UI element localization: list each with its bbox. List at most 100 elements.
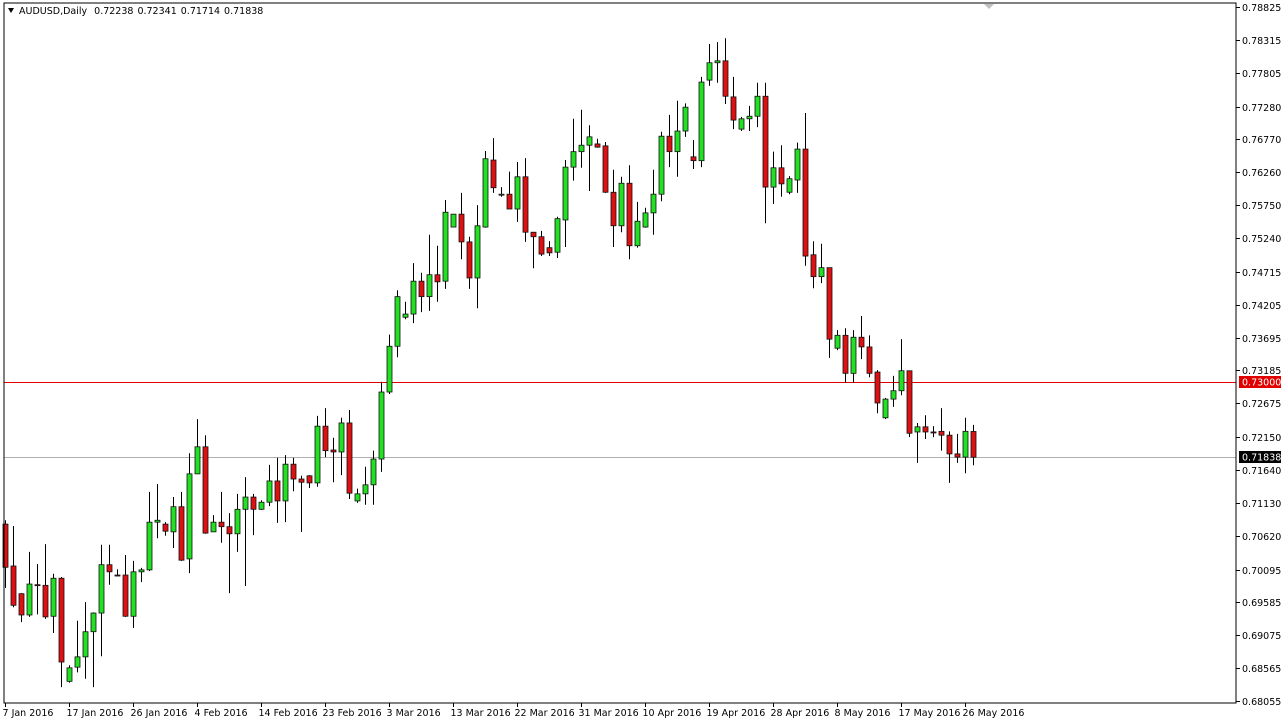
candle [50,573,57,634]
candle-body [554,218,561,253]
candle [738,116,745,132]
x-tick-label: 4 Feb 2016 [195,708,248,719]
x-tick-label: 26 Jan 2016 [131,708,188,719]
candle-body [906,370,913,434]
candle-body [18,593,25,616]
x-tick-label: 22 Mar 2016 [515,708,575,719]
candle-body [370,458,377,486]
candle-body [898,370,905,392]
candle-body [330,449,337,453]
level-price-label-bg [1239,376,1281,388]
candle-body [66,667,73,682]
candle [706,44,713,86]
x-tick-label: 23 Feb 2016 [323,708,382,719]
candle-body [298,478,305,483]
candle [674,100,681,177]
candle-body [402,313,409,318]
candle [418,272,425,313]
x-tick-label: 7 Jan 2016 [3,708,54,719]
candle [122,555,129,617]
candle-body [746,115,753,120]
candle-body [850,336,857,374]
candle [938,408,945,451]
candle-body [962,430,969,458]
candle-body [146,521,153,571]
candle-body [26,583,33,616]
candle [234,493,241,552]
candle [298,475,305,532]
candle-body [634,220,641,247]
candle [538,230,545,257]
candle-body [250,496,257,510]
candle [138,567,145,583]
candle [658,131,665,202]
candle [394,290,401,358]
chart-shift-marker-icon[interactable] [984,4,994,9]
candle-body [458,213,465,243]
ohlc-high: 0.72341 [137,6,177,17]
candle [266,464,273,507]
candle-body [930,431,937,434]
candle-body [698,81,705,162]
candle-body [626,182,633,247]
candle [322,408,329,458]
candle-body [442,211,449,282]
candle-body [218,521,225,528]
candle [954,433,961,463]
y-tick-label: 0.69585 [1242,598,1281,609]
candle [690,140,697,170]
candle [426,234,433,311]
candle [74,620,81,673]
y-tick-label: 0.77280 [1242,103,1281,114]
candle-body [562,166,569,221]
y-tick-label: 0.78315 [1242,36,1281,47]
candle [818,243,825,284]
candle-body [170,506,177,533]
candle-body [314,425,321,484]
candle [58,576,65,688]
candle [42,544,49,619]
y-tick-label: 0.78825 [1242,3,1281,14]
candle [610,169,617,248]
candle [186,453,193,574]
candle-body [290,463,297,480]
plot-frame [3,2,1237,704]
candle [930,426,937,438]
candle-body [738,118,745,130]
candle-body [354,493,361,502]
candle [130,560,137,628]
candle-body [658,135,665,195]
candle-body [618,182,625,227]
candle [794,142,801,193]
level-price-label: 0.73000 [1242,378,1281,389]
candle [354,488,361,503]
y-tick-label: 0.73185 [1242,366,1281,377]
candle [554,216,561,258]
candle-body [386,345,393,393]
candle [402,301,409,320]
candle-body [706,62,713,81]
candle-body [114,574,121,577]
candle-body [826,267,833,340]
candle-body [570,151,577,168]
candle-body [162,523,169,532]
y-tick-label: 0.71640 [1242,466,1281,477]
y-tick-label: 0.74205 [1242,301,1281,312]
candle [330,437,337,483]
candle-body [194,446,201,475]
candle-body [690,156,697,162]
candle [242,477,249,586]
candle [26,551,33,617]
y-tick-label: 0.75750 [1242,201,1281,212]
candle-body [594,143,601,148]
candle [562,160,569,248]
candle [386,334,393,394]
candle [602,141,609,193]
x-tick-label: 26 May 2016 [963,708,1025,719]
candle-body [210,521,217,533]
candle [618,176,625,233]
candle [722,38,729,104]
triangle-down-icon[interactable] [8,8,14,13]
candle-body [866,346,873,374]
